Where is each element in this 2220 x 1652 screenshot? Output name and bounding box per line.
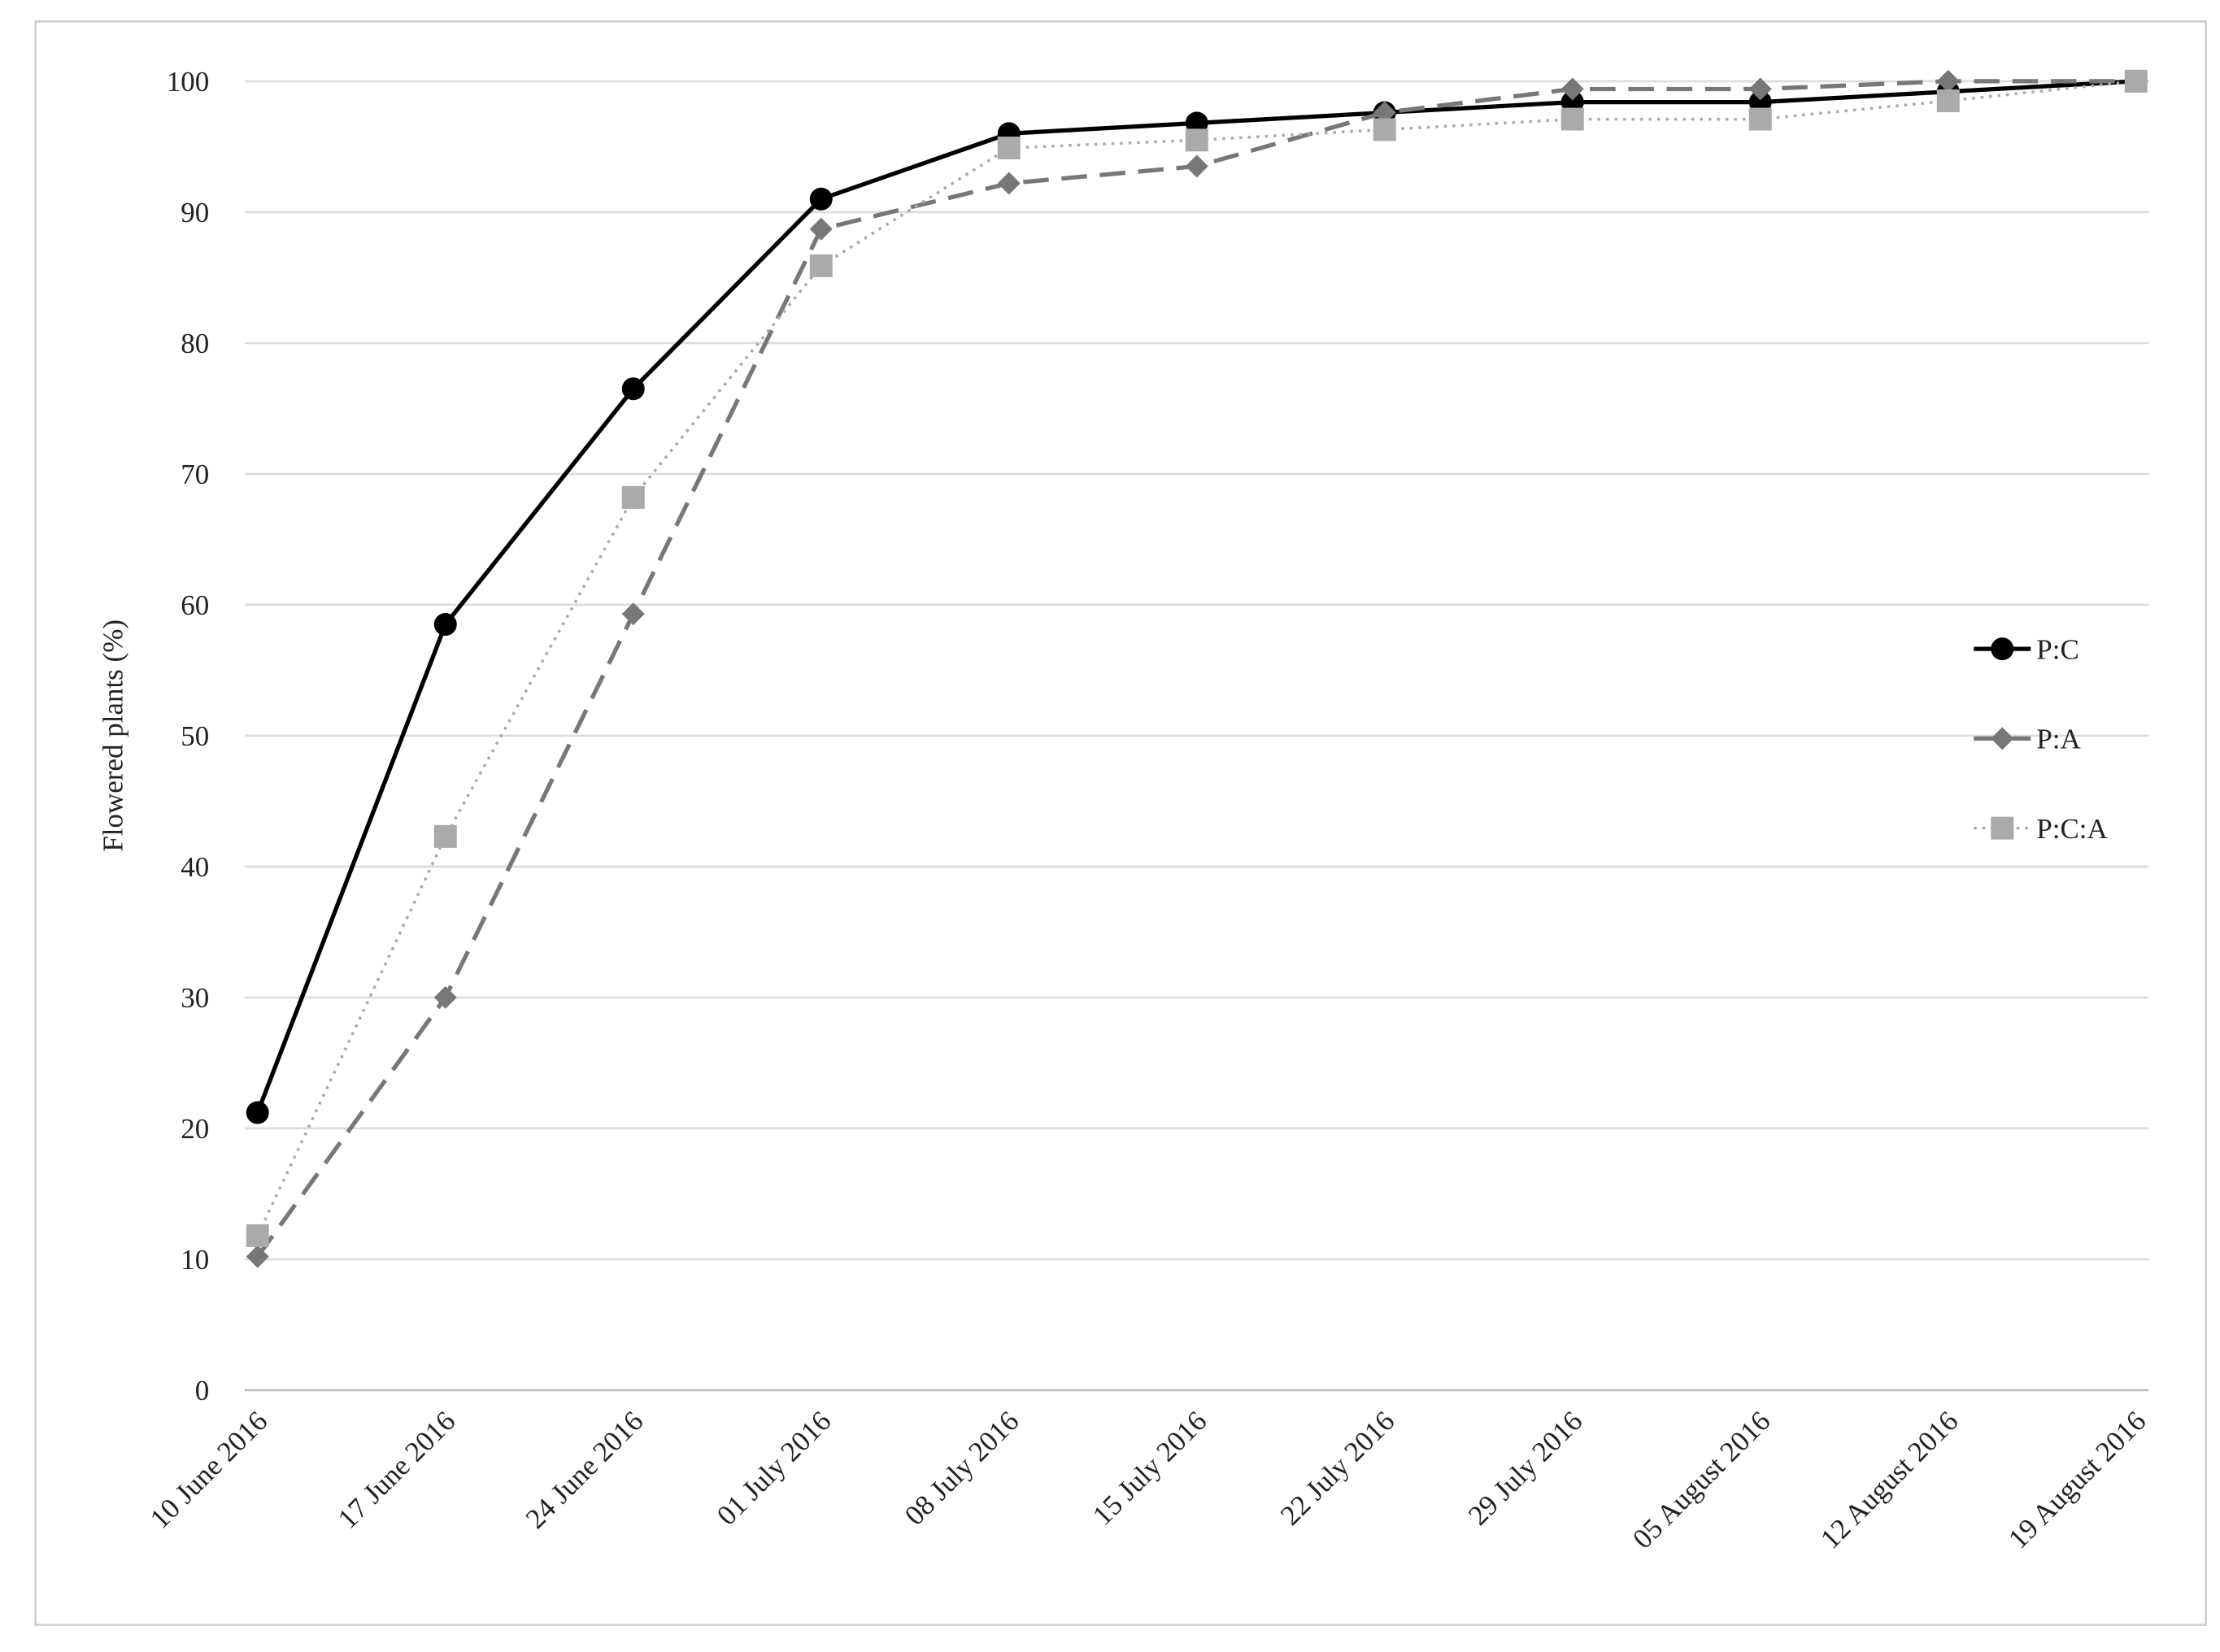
y-tick-label: 0	[195, 1375, 210, 1406]
marker	[246, 1245, 269, 1268]
marker	[1748, 107, 1772, 131]
marker	[1185, 128, 1208, 152]
series	[246, 69, 2148, 1268]
marker	[1936, 69, 1960, 93]
y-tick-label: 40	[181, 851, 209, 883]
marker	[433, 824, 457, 848]
marker	[246, 1224, 269, 1247]
y-tick-label: 20	[181, 1113, 209, 1145]
legend-label: P:C	[2036, 633, 2079, 665]
marker	[1748, 77, 1772, 101]
legend-label: P:A	[2036, 724, 2081, 755]
marker	[621, 377, 645, 401]
series	[246, 69, 2148, 1247]
legend-marker	[1991, 727, 2014, 750]
y-tick-label: 90	[181, 197, 209, 228]
legend-marker	[1991, 637, 2014, 661]
chart-border	[34, 20, 2207, 1626]
marker	[433, 985, 457, 1009]
marker	[1936, 89, 1960, 113]
marker	[621, 602, 645, 626]
marker	[433, 613, 457, 637]
marker	[809, 217, 833, 241]
y-axis-label: Flowered plants (%)	[98, 620, 129, 852]
marker	[2124, 69, 2148, 93]
legend-marker	[1991, 816, 2014, 840]
y-tick-label: 10	[181, 1244, 209, 1276]
marker	[1185, 154, 1208, 178]
y-tick-label: 60	[181, 589, 209, 621]
legend: P:C P:A P:C:A	[1974, 633, 2109, 845]
y-tick-label: 100	[167, 66, 210, 98]
y-tick-label: 30	[181, 982, 209, 1014]
marker	[809, 254, 833, 277]
marker	[246, 1101, 269, 1124]
marker	[997, 172, 1021, 195]
legend-label: P:C:A	[2036, 813, 2108, 845]
marker	[1561, 107, 1584, 131]
marker	[621, 485, 645, 509]
marker	[1373, 118, 1396, 141]
y-tick-label: 70	[181, 459, 209, 490]
y-tick-label: 50	[181, 720, 209, 752]
y-tick-label: 80	[181, 328, 209, 359]
marker	[997, 136, 1021, 159]
marker	[809, 187, 833, 211]
marker	[1561, 77, 1584, 101]
